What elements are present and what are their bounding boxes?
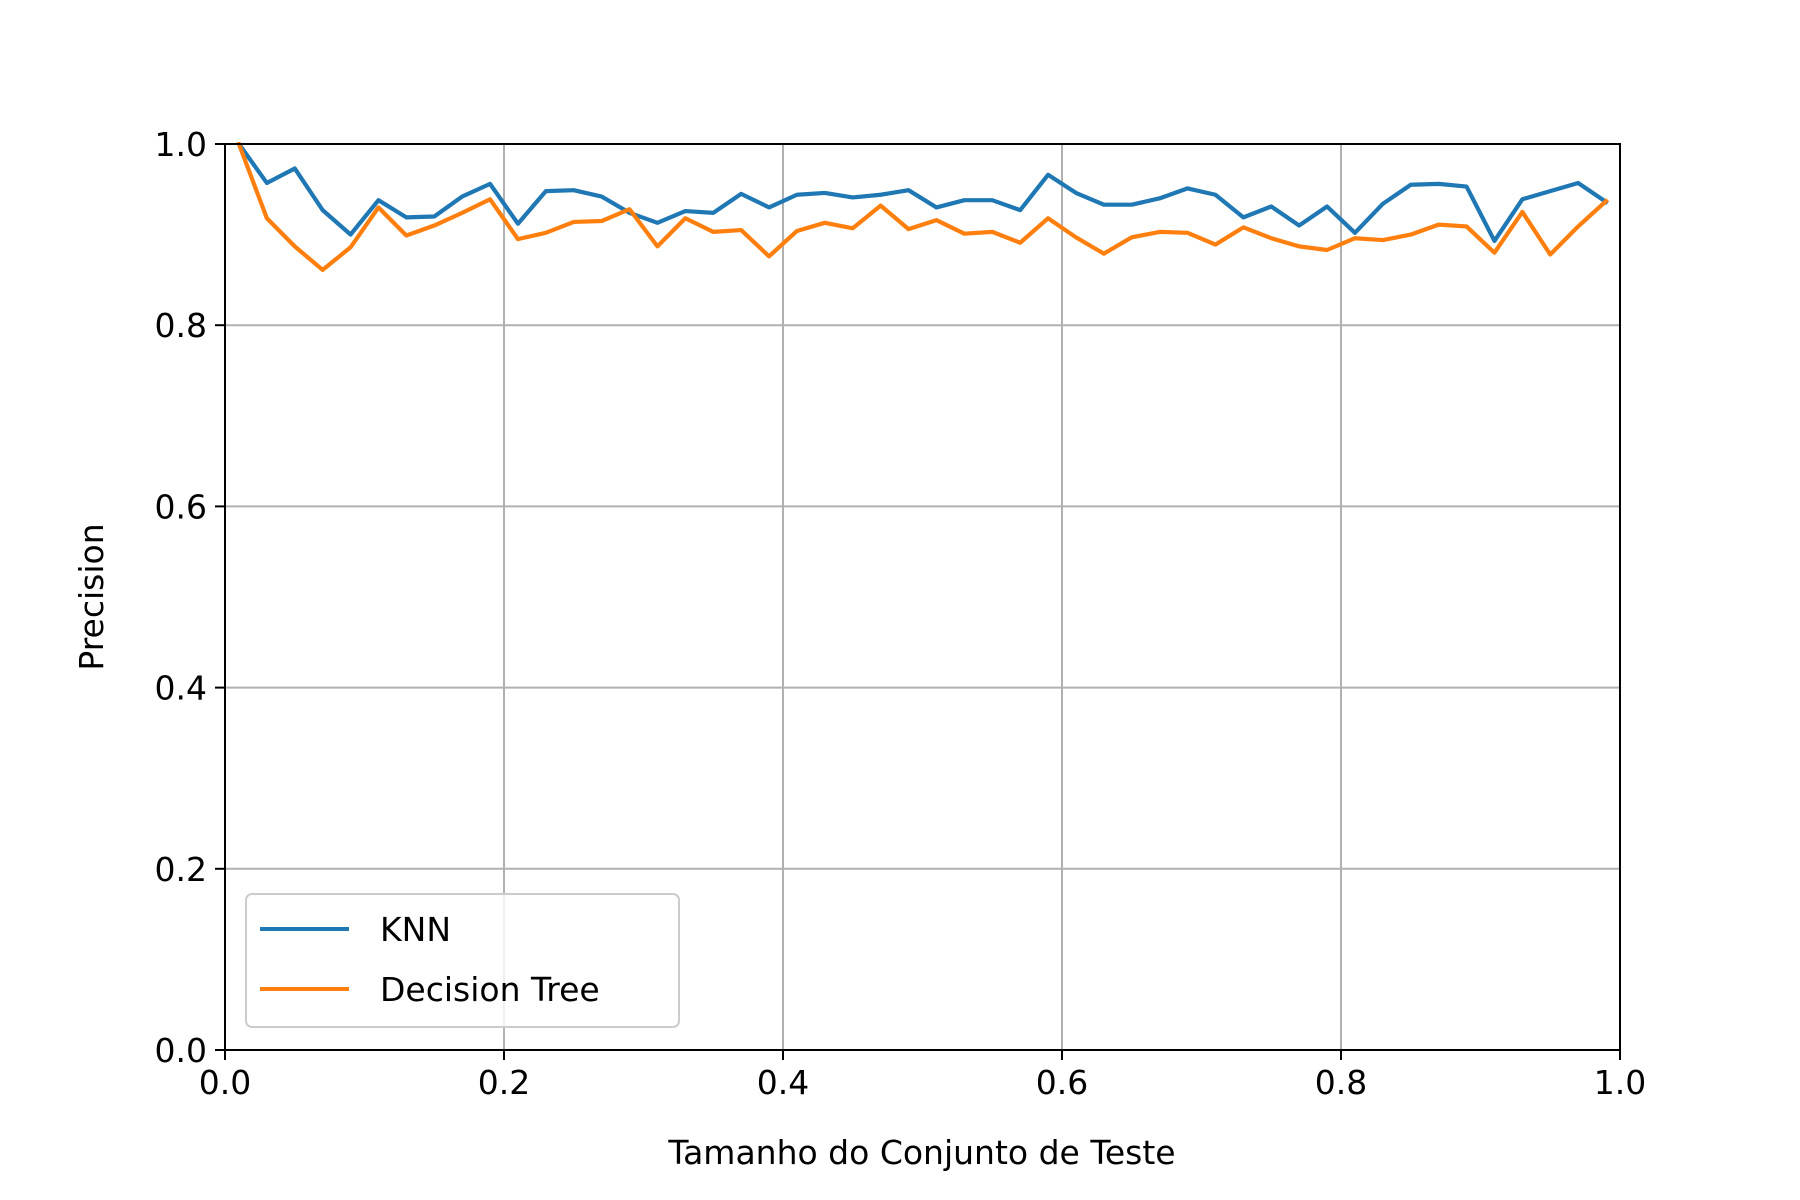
y-axis-label: Precision [72, 523, 111, 670]
x-tick-label: 1.0 [1594, 1063, 1646, 1102]
x-tick-label: 0.6 [1036, 1063, 1088, 1102]
y-tick-label: 1.0 [155, 125, 207, 164]
axis-ticks: 0.0 0.2 0.4 0.6 0.8 1.0 0.0 0.2 0.4 0.6 0.8 1.0 [155, 125, 1647, 1102]
legend: KNN Decision Tree [245, 893, 680, 1028]
series-line-decision-tree [236, 142, 1610, 273]
series-layer [236, 142, 1610, 273]
x-tick-label: 0.8 [1315, 1063, 1367, 1102]
y-tick-label: 0.8 [155, 306, 207, 345]
y-tick-label: 0.6 [155, 487, 207, 526]
series-line-knn [236, 142, 1609, 244]
plot-frame [224, 143, 1621, 1051]
y-tick-label: 0.4 [155, 669, 207, 708]
x-tick-label: 0.4 [757, 1063, 809, 1102]
legend-box [245, 893, 680, 1028]
y-tick-label: 0.2 [155, 850, 207, 889]
x-tick-label: 0.0 [199, 1063, 251, 1102]
y-tick-label: 0.0 [155, 1031, 207, 1070]
x-tick-label: 0.2 [478, 1063, 530, 1102]
legend-label-knn: KNN [380, 910, 451, 949]
legend-label-decision-tree: Decision Tree [380, 970, 600, 1009]
x-axis-label: Tamanho do Conjunto de Teste [667, 1133, 1175, 1172]
